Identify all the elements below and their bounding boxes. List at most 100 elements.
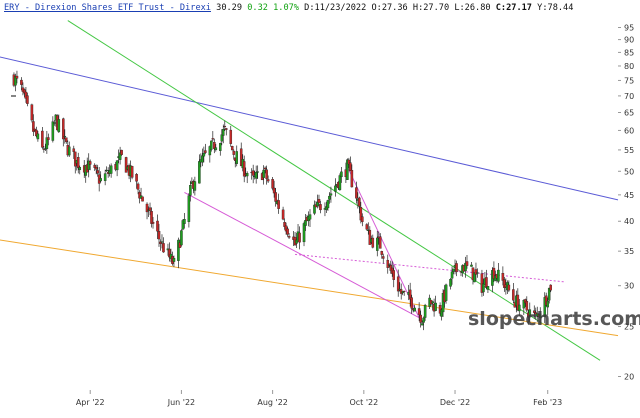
candle[interactable] [230,145,234,151]
candle[interactable] [274,187,277,207]
candle[interactable] [376,230,379,257]
candle[interactable] [480,269,484,297]
candle[interactable] [470,262,473,267]
candle[interactable] [223,120,227,132]
candle[interactable] [214,143,218,152]
candle[interactable] [417,302,421,322]
candle[interactable] [365,223,369,231]
candle[interactable] [420,320,424,326]
candle[interactable] [346,158,349,181]
candle[interactable] [210,140,213,152]
candle[interactable] [381,253,385,264]
candle[interactable] [204,143,207,155]
candle[interactable] [156,214,159,240]
candle[interactable] [440,308,443,321]
candle[interactable] [349,156,352,172]
candle[interactable] [396,269,400,297]
candle[interactable] [455,260,458,277]
candle[interactable] [464,256,467,278]
candle[interactable] [503,276,506,292]
candle[interactable] [162,237,165,253]
candle[interactable] [157,223,161,247]
candle[interactable] [222,124,225,144]
candle[interactable] [41,127,44,149]
candle[interactable] [525,296,529,313]
candle[interactable] [78,165,82,175]
candle[interactable] [51,116,55,143]
candle[interactable] [14,73,17,92]
trendline[interactable] [0,239,619,337]
candle[interactable] [135,173,138,189]
candle[interactable] [544,292,548,307]
candle[interactable] [65,137,68,144]
candle[interactable] [438,302,442,316]
candle[interactable] [211,131,215,142]
candle[interactable] [263,166,267,174]
candle[interactable] [57,114,61,134]
candle[interactable] [482,278,485,296]
candle[interactable] [408,282,412,307]
ticker-name[interactable]: - Direxion Shares ETF Trust - Direxi [19,3,211,13]
candle[interactable] [256,165,259,179]
candle[interactable] [220,129,224,146]
candle[interactable] [88,159,92,171]
candle[interactable] [444,283,448,304]
candle[interactable] [538,307,542,324]
candle[interactable] [63,129,67,144]
candle[interactable] [361,213,364,227]
candle[interactable] [262,165,265,185]
candle[interactable] [304,213,307,231]
candle[interactable] [198,154,201,184]
candle[interactable] [441,289,445,317]
candle[interactable] [340,166,343,183]
candle[interactable] [543,292,547,324]
candle[interactable] [219,142,222,156]
candle[interactable] [338,173,342,191]
candle[interactable] [512,282,515,304]
candle[interactable] [193,176,197,196]
candle[interactable] [293,232,297,246]
candle[interactable] [402,290,406,296]
candle[interactable] [35,126,38,138]
candle[interactable] [359,201,363,224]
candle[interactable] [239,142,243,167]
candle[interactable] [549,284,552,293]
candle[interactable] [532,305,536,319]
candle[interactable] [177,237,180,269]
candle[interactable] [465,255,469,269]
candle[interactable] [317,194,321,208]
candle[interactable] [284,222,288,235]
candle[interactable] [109,163,113,178]
candle[interactable] [201,148,204,167]
candle[interactable] [96,164,99,177]
candle[interactable] [277,193,280,214]
trendline[interactable] [294,253,566,283]
candle[interactable] [281,206,285,221]
candle[interactable] [242,155,246,183]
candle[interactable] [62,117,65,147]
candle[interactable] [53,120,56,126]
candle[interactable] [24,87,28,103]
candle[interactable] [473,272,476,283]
candle[interactable] [45,130,49,154]
candle[interactable] [518,298,521,317]
candle[interactable] [474,262,478,281]
candle[interactable] [295,233,298,248]
candle[interactable] [355,181,358,204]
trendline[interactable] [294,250,420,319]
candle[interactable] [76,152,80,174]
candle[interactable] [422,316,425,331]
candle[interactable] [401,291,404,296]
trendline[interactable] [184,191,296,252]
candle[interactable] [99,171,102,183]
candle[interactable] [380,250,384,259]
candle[interactable] [287,232,291,239]
candle[interactable] [118,146,122,165]
candle[interactable] [326,199,330,211]
candle[interactable] [546,297,550,315]
candle[interactable] [148,202,152,216]
candle[interactable] [15,70,19,84]
candle[interactable] [151,217,155,229]
candle[interactable] [23,88,26,98]
candle[interactable] [497,263,500,284]
